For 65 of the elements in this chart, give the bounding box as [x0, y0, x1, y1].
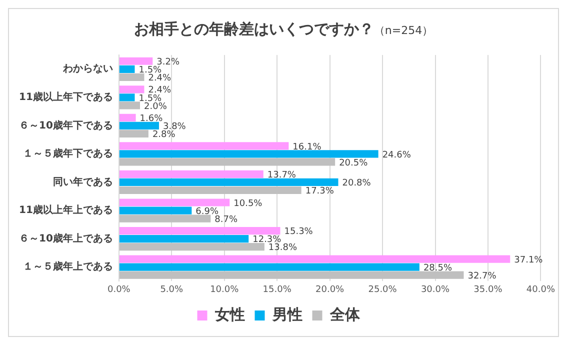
bar: [119, 158, 336, 166]
x-tick-label: 0.0%: [107, 284, 131, 295]
data-label: 10.5%: [234, 198, 263, 209]
y-tick-label: ６～10歳年上である: [18, 232, 113, 244]
data-label: 37.1%: [514, 255, 544, 266]
data-label: 2.4%: [148, 73, 172, 84]
y-tick-label: 11歳以上年下である: [18, 91, 113, 104]
bar: [119, 57, 153, 65]
bar: [119, 206, 192, 214]
data-label: 6.9%: [196, 206, 219, 217]
x-tick-label: 5.0%: [160, 284, 184, 295]
x-tick-label: 10.0%: [210, 284, 240, 295]
bar: [119, 73, 144, 81]
chart-title: お相手との年齢差はいくつですか？: [134, 20, 374, 38]
y-tick-label: わからない: [62, 64, 113, 75]
bar: [119, 263, 420, 271]
y-tick-label: １～５歳年上である: [22, 260, 113, 273]
bar: [119, 102, 140, 110]
x-tick-label: 15.0%: [262, 284, 292, 295]
legend-label: 男性: [271, 305, 302, 324]
x-tick-label: 35.0%: [474, 284, 503, 295]
bar: [119, 234, 249, 243]
bar: [119, 142, 289, 150]
chart-subtitle: （n=254）: [374, 24, 434, 37]
bar: [119, 271, 464, 279]
data-label: 17.3%: [305, 186, 334, 197]
data-label: 13.8%: [268, 243, 298, 254]
bar: [119, 94, 135, 102]
bar: [119, 186, 302, 194]
bar: [119, 214, 211, 222]
x-tick-label: 20.0%: [316, 284, 345, 295]
data-label: 13.7%: [267, 170, 296, 181]
bar: [119, 65, 135, 73]
bar: [119, 150, 378, 158]
data-label: 3.2%: [156, 57, 180, 68]
data-label: 24.6%: [382, 150, 412, 160]
bar: [119, 198, 230, 206]
legend-label: 女性: [214, 305, 245, 324]
data-label: 20.8%: [342, 178, 372, 189]
data-label: 2.8%: [152, 130, 176, 140]
bar: [119, 130, 148, 138]
data-label: 15.3%: [284, 227, 314, 238]
bar: [119, 170, 264, 178]
bar: [119, 242, 264, 251]
data-label: 1.6%: [140, 114, 164, 124]
data-label: 8.7%: [214, 214, 238, 225]
x-tick-label: 25.0%: [368, 284, 398, 295]
x-tick-label: 40.0%: [526, 284, 556, 295]
bar: [119, 178, 338, 186]
y-tick-label: １～５歳年下である: [22, 148, 113, 160]
y-tick-label: 同い年である: [52, 176, 113, 188]
data-label: 16.1%: [292, 142, 322, 152]
legend-label: 全体: [328, 305, 361, 324]
y-tick-label: ６～10歳年下である: [18, 119, 113, 132]
bar: [119, 255, 510, 263]
data-label: 32.7%: [468, 271, 497, 282]
bar: [119, 86, 144, 94]
data-label: 20.5%: [339, 158, 368, 168]
bar: [119, 226, 280, 235]
bar: [119, 114, 136, 122]
data-label: 2.0%: [144, 102, 168, 112]
bar: [119, 122, 159, 130]
data-label: 28.5%: [423, 263, 452, 274]
y-tick-label: 11歳以上年上である: [18, 204, 113, 216]
x-tick-label: 30.0%: [420, 284, 450, 295]
